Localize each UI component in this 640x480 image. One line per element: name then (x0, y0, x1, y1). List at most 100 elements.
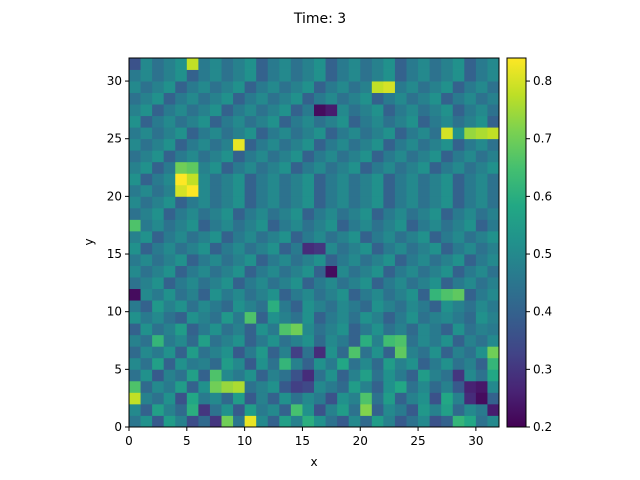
heatmap-cell (371, 334, 384, 347)
heatmap-cell (452, 161, 465, 174)
heatmap-cell (186, 127, 199, 140)
heatmap-cell (279, 323, 292, 336)
heatmap-cell (418, 104, 431, 117)
heatmap-cell (175, 219, 188, 232)
heatmap-cell (406, 380, 419, 393)
heatmap-cell (279, 254, 292, 266)
heatmap-cell (198, 58, 211, 70)
heatmap-cell (129, 69, 141, 82)
heatmap-cell (256, 104, 269, 117)
heatmap-cell (129, 150, 141, 163)
heatmap-cell (429, 81, 442, 93)
heatmap-cell (175, 127, 188, 140)
heatmap-cell (267, 311, 280, 324)
heatmap-cell (302, 115, 315, 128)
heatmap-cell (394, 323, 407, 336)
heatmap-cell (279, 127, 292, 140)
heatmap-cell (163, 392, 176, 405)
heatmap-cell (371, 403, 384, 416)
x-tick-label: 0 (125, 434, 133, 448)
heatmap-cell (475, 219, 488, 232)
heatmap-cell (175, 254, 188, 266)
heatmap-cell (383, 92, 396, 105)
heatmap-cell (267, 196, 280, 209)
heatmap-cell (348, 357, 361, 370)
colorbar-ticks: 0.2 0.3 0.4 0.5 0.6 0.7 0.8 (526, 74, 552, 434)
heatmap-cell (279, 277, 292, 290)
heatmap-cell (244, 277, 257, 290)
heatmap-cell (475, 369, 488, 382)
heatmap-cell (198, 323, 211, 336)
heatmap-cell (360, 81, 373, 93)
heatmap-cell (209, 161, 222, 174)
heatmap-cell (256, 150, 269, 163)
heatmap-cell (464, 69, 477, 82)
heatmap-cell (441, 173, 454, 186)
heatmap-cell (337, 346, 350, 359)
heatmap-cell (371, 265, 384, 278)
heatmap-cell (186, 104, 199, 117)
heatmap-cell (418, 115, 431, 128)
heatmap-cell (163, 369, 176, 382)
heatmap-cell (267, 161, 280, 174)
heatmap-cell (348, 184, 361, 197)
heatmap-cell (244, 357, 257, 370)
heatmap-cell (337, 173, 350, 186)
heatmap-cell (383, 219, 396, 232)
heatmap-cell (452, 69, 465, 82)
heatmap-cell (337, 357, 350, 370)
heatmap-cell (325, 265, 338, 278)
heatmap-cell (371, 288, 384, 301)
heatmap-cell (429, 357, 442, 370)
heatmap-cell (186, 58, 199, 70)
heatmap-cell (290, 161, 303, 174)
heatmap-cell (233, 219, 246, 232)
heatmap-cell (418, 323, 431, 336)
heatmap-cell (383, 127, 396, 140)
heatmap-cell (314, 357, 326, 370)
heatmap-cell (371, 207, 384, 220)
heatmap-cell (302, 369, 315, 382)
heatmap-cell (487, 288, 500, 301)
heatmap-cell (337, 161, 350, 174)
heatmap-cell (198, 138, 211, 151)
y-tick-label: 5 (114, 362, 122, 376)
x-tick-label: 20 (353, 434, 368, 448)
heatmap-cell (233, 242, 246, 255)
heatmap-cell (163, 207, 176, 220)
heatmap-cell (198, 161, 211, 174)
heatmap-cell (175, 277, 188, 290)
heatmap-cell (406, 415, 419, 428)
heatmap-cell (175, 150, 188, 163)
heatmap-cell (394, 311, 407, 324)
heatmap-cell (233, 92, 246, 105)
heatmap-cell (464, 392, 477, 405)
heatmap-cell (360, 58, 373, 70)
heatmap-cell (337, 277, 350, 290)
heatmap-cell (221, 334, 234, 347)
heatmap-cell (267, 184, 280, 197)
heatmap-cell (348, 138, 361, 151)
heatmap-cell (175, 346, 188, 359)
heatmap-cell (394, 161, 407, 174)
heatmap-cell (129, 254, 141, 266)
heatmap-cell (152, 392, 165, 405)
heatmap-cell (394, 265, 407, 278)
heatmap-cell (383, 150, 396, 163)
heatmap-cell (209, 277, 222, 290)
heatmap-cell (418, 219, 431, 232)
heatmap-cell (452, 184, 465, 197)
heatmap-cell (140, 184, 153, 197)
heatmap-cell (325, 334, 338, 347)
heatmap-cell (163, 81, 176, 93)
heatmap-cell (464, 357, 477, 370)
heatmap-cell (186, 311, 199, 324)
heatmap-cell (244, 58, 257, 70)
heatmap-cell (244, 311, 257, 324)
heatmap-cell (360, 92, 373, 105)
heatmap-cell (221, 265, 234, 278)
heatmap-cell (371, 58, 384, 70)
heatmap-cell (418, 369, 431, 382)
heatmap-cell (152, 219, 165, 232)
heatmap-cell (163, 115, 176, 128)
